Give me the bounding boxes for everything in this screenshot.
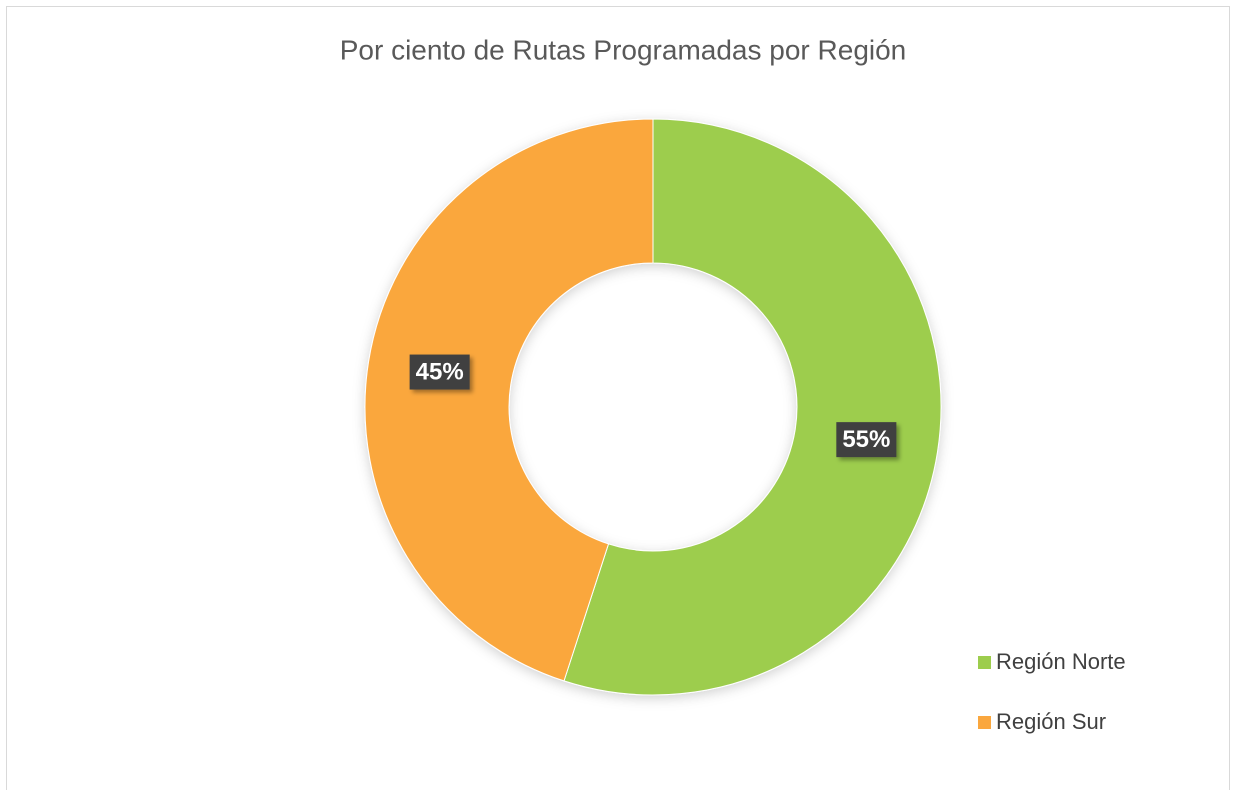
data-label: 55%: [842, 426, 890, 453]
chart-title: Por ciento de Rutas Programadas por Regi…: [340, 34, 907, 65]
data-label-box: [409, 354, 470, 390]
plot: [364, 118, 942, 696]
legend-swatch: [978, 716, 991, 729]
legend-label: Región Norte: [996, 649, 1126, 674]
legend-label: Región Sur: [996, 709, 1106, 734]
data-label-box: [836, 422, 897, 458]
donut-segment: [364, 118, 654, 682]
donut-segment: [563, 118, 942, 696]
data-label: 45%: [416, 359, 464, 386]
legend-swatch: [978, 656, 991, 669]
